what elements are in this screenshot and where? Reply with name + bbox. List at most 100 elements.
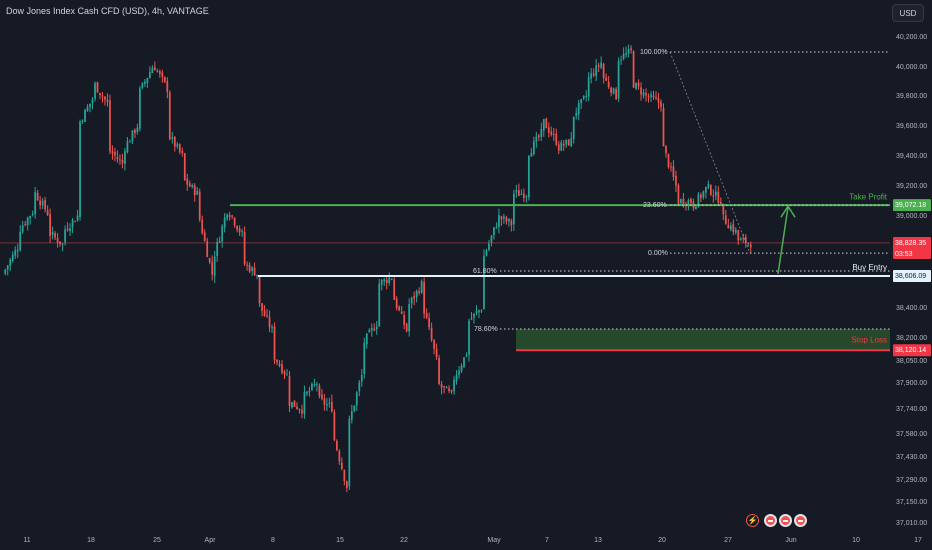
candle [236,225,238,230]
candle [375,326,378,330]
candle [610,87,612,93]
us-flag-icon[interactable] [764,514,777,527]
candle [171,137,174,139]
candle [293,400,296,407]
candle [213,256,216,276]
candle [151,67,154,74]
candle [81,120,84,122]
candle [231,215,234,217]
candle [455,375,458,382]
candle [635,83,637,89]
candle [31,213,34,215]
candle [580,99,583,104]
candle [465,355,468,357]
candle [331,401,333,412]
candle [183,153,186,181]
currency-button[interactable]: USD [892,4,924,22]
candle [191,185,194,187]
price-tick-label: 37,740.00 [896,406,927,413]
candle [76,215,79,221]
candle [585,95,588,97]
candle [527,156,530,198]
take-profit-label: Take Profit [849,192,888,201]
candle [176,144,179,147]
us-flag-icon[interactable] [779,514,792,527]
candle [69,228,71,232]
us-flag-icon[interactable] [794,514,807,527]
candle [129,141,131,143]
candle [612,88,615,94]
time-tick-label: 27 [724,537,732,544]
candle [483,255,485,310]
candle [590,73,593,79]
price-tag[interactable] [893,199,931,212]
price-tag-label: 38,120.14 [895,347,926,354]
candle [281,364,283,373]
candle [323,398,326,405]
candle [14,250,17,256]
candle [66,228,69,230]
price-tag[interactable] [893,236,931,259]
candle [747,243,750,245]
candle [203,232,206,242]
candle [340,462,343,469]
candle [378,283,381,327]
candle [390,278,393,280]
candle [657,97,660,103]
candle [625,53,627,55]
candle [510,220,513,226]
price-tag[interactable] [893,269,931,282]
candle [734,229,737,233]
candle [370,327,373,331]
candle [475,311,478,313]
candle [345,481,348,488]
time-tick-label: 25 [153,537,161,544]
candle [615,89,617,100]
candle [525,196,528,198]
candle [729,225,732,230]
candle [283,371,286,375]
candle [241,231,243,233]
candle [662,108,665,147]
candle [99,92,101,96]
candle [727,225,730,229]
candle [385,279,388,284]
candle [537,135,540,137]
time-tick-label: 15 [336,537,344,544]
price-tick-label: 37,010.00 [896,520,927,527]
candle [91,99,94,103]
price-tag-countdown: 03:53 [895,251,913,258]
candle [560,142,563,151]
candle [4,269,7,274]
candle [350,411,353,420]
candle [582,96,585,99]
candle [555,133,558,145]
target-arrow-line [777,207,789,275]
candle [652,95,655,98]
candle [21,225,24,232]
candle [286,374,288,376]
candle [246,264,248,266]
price-axis[interactable]: 40,200.00 40,000.00 39,800.00 39,600.00 39,4… [891,0,932,550]
fib-level-label: 61.80% [473,268,497,275]
price-tag-label: 38,828.35 [895,240,926,247]
lightning-icon[interactable]: ⚡ [746,514,759,527]
candle [311,383,313,390]
price-tag[interactable] [893,344,931,357]
candle [395,298,398,308]
time-tick-label: Apr [205,537,217,544]
candle [453,379,455,392]
candle [64,229,66,243]
candle [550,131,553,135]
candle [488,243,490,250]
candle [360,375,363,382]
candle [186,178,189,185]
candle [617,61,620,99]
price-tick-label: 37,150.00 [896,499,927,506]
candle [101,95,104,97]
candle [266,315,268,317]
fib-level-label: 23.60% [643,202,667,209]
time-axis[interactable]: 11 18 25 Apr 8 15 22 May 7 13 20 27 Jun 10 17 [23,537,922,544]
candle [136,127,139,132]
